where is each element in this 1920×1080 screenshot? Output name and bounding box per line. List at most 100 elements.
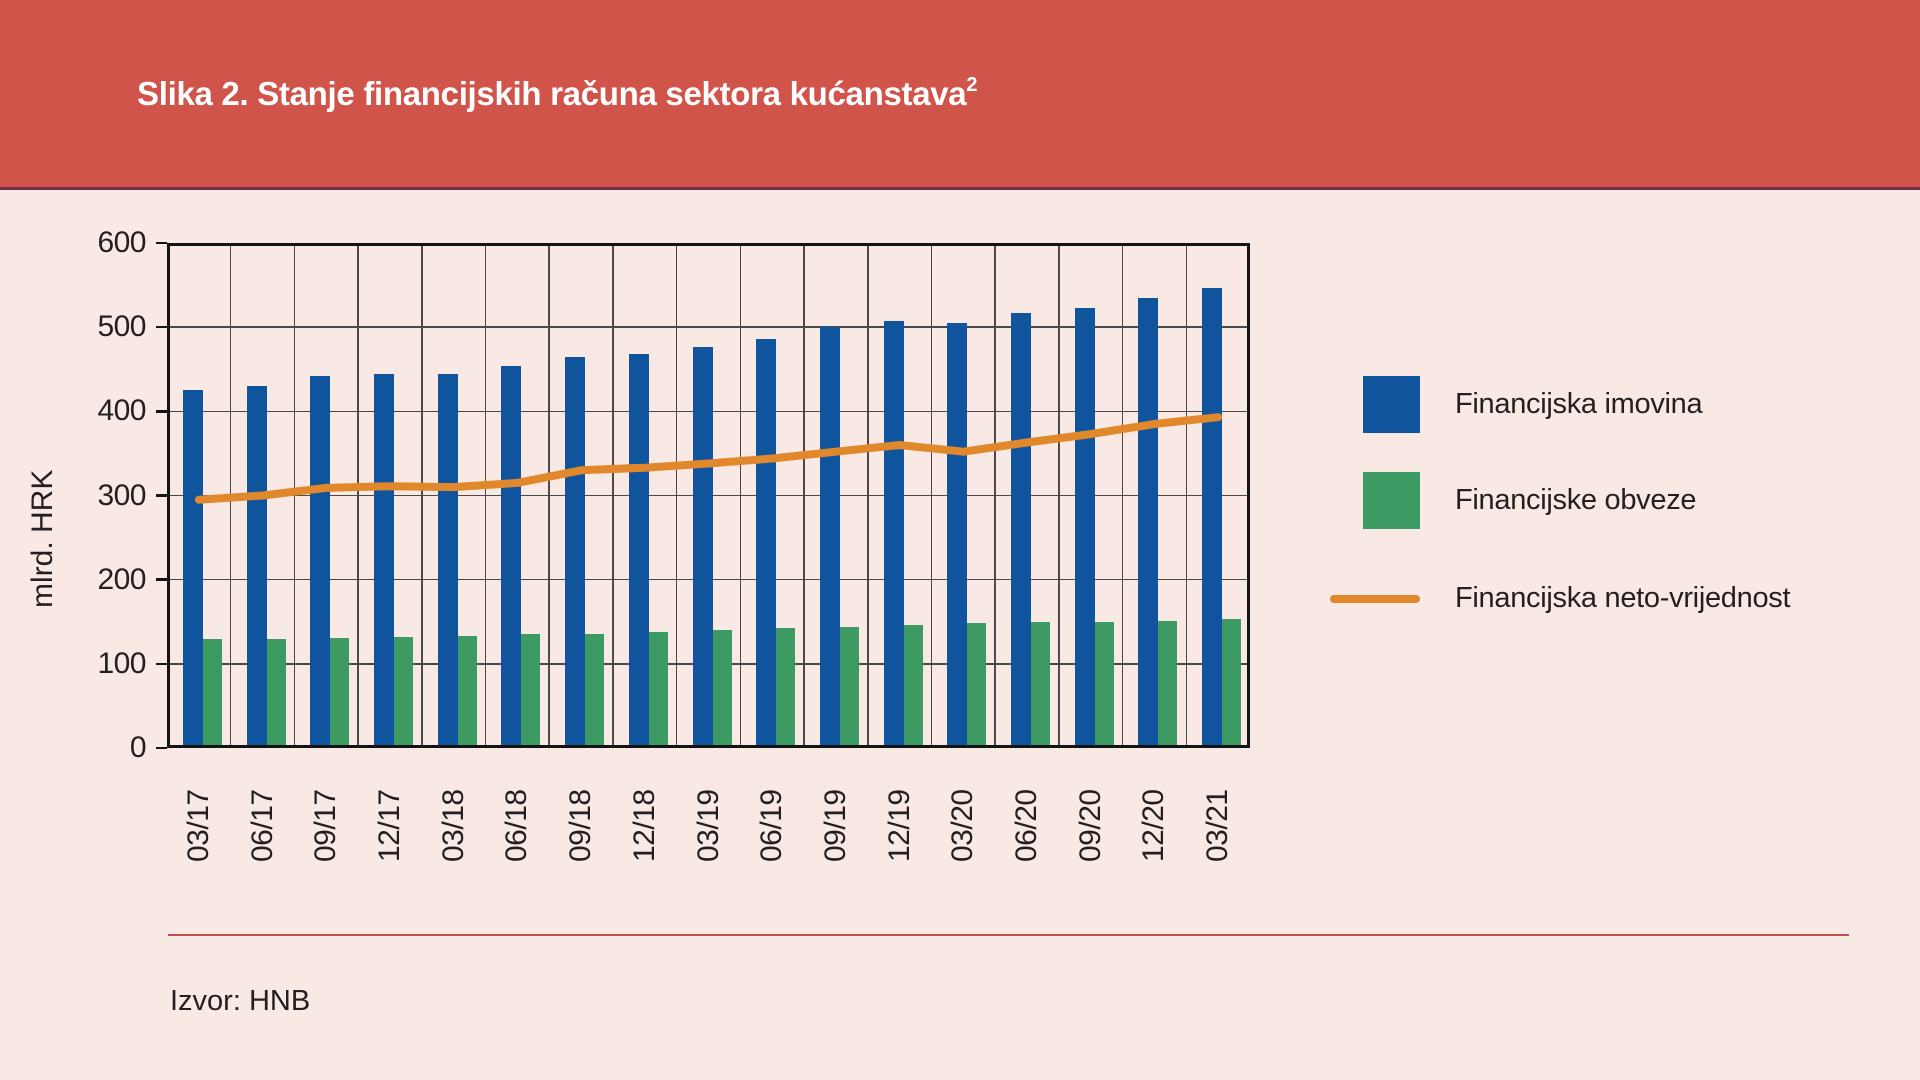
bar-financijske-obveze <box>967 623 987 748</box>
y-tick-label: 200 <box>97 562 146 596</box>
bar-financijske-obveze <box>457 636 477 748</box>
bar-financijske-obveze <box>585 633 605 748</box>
bar-financijska-imovina <box>246 386 267 748</box>
x-tick-label: 12/19 <box>882 789 916 862</box>
x-tick-label: 06/18 <box>500 789 534 862</box>
plot-frame <box>167 243 1250 748</box>
y-tick-label: 0 <box>129 731 147 764</box>
bar-financijske-obveze <box>1158 620 1178 748</box>
y-tick-mark <box>156 410 167 413</box>
bar-financijska-imovina <box>1074 307 1095 748</box>
bar-financijska-imovina <box>692 347 713 748</box>
bar-financijske-obveze <box>521 634 541 748</box>
x-tick-label: 06/19 <box>755 789 789 862</box>
y-tick-mark <box>156 494 167 497</box>
x-tick-label: 03/20 <box>946 789 980 862</box>
x-tick-label: 03/19 <box>691 789 725 862</box>
legend-label: Financijska neto-vrijednost <box>1455 582 1791 614</box>
y-tick-mark <box>156 241 167 245</box>
bar-financijska-imovina <box>756 338 777 748</box>
net-worth-line <box>194 413 1223 504</box>
net-worth-line-overlay <box>194 413 1223 504</box>
bar-financijske-obveze <box>648 631 668 748</box>
gridline-vertical <box>803 243 805 748</box>
x-tick-label: 09/19 <box>818 789 852 862</box>
bar-financijske-obveze <box>839 626 859 748</box>
x-tick-label: 03/18 <box>436 789 470 862</box>
gridline-vertical <box>1121 243 1124 748</box>
gridline-vertical <box>1185 243 1188 748</box>
bar-financijske-obveze <box>1094 621 1114 748</box>
bar-financijska-imovina <box>628 354 649 748</box>
gridline-vertical <box>612 243 614 748</box>
gridline-vertical <box>484 243 487 748</box>
gridline-vertical <box>357 243 359 748</box>
y-tick-label: 100 <box>97 646 146 680</box>
assets-legend-swatch <box>1363 376 1420 433</box>
net-worth-legend-swatch <box>1330 594 1420 603</box>
x-tick-label: 06/20 <box>1010 789 1044 862</box>
legend-item-financijska-neto-vrijednost: Financijska neto-vrijednost <box>1330 570 1890 627</box>
figure-title: Slika 2. Stanje financijskih računa sekt… <box>137 73 978 113</box>
figure-header-band: Slika 2. Stanje financijskih računa sekt… <box>0 0 1920 190</box>
bar-financijska-imovina <box>501 365 522 748</box>
bar-financijska-imovina <box>819 327 840 748</box>
x-tick-label: 03/21 <box>1201 789 1235 862</box>
bar-financijske-obveze <box>393 636 413 748</box>
gridline-vertical <box>675 243 678 748</box>
bar-financijska-imovina <box>437 374 458 748</box>
bar-financijska-imovina <box>565 356 586 748</box>
gridline-vertical <box>739 243 742 748</box>
bar-financijska-imovina <box>883 321 904 748</box>
gridline-vertical <box>548 243 550 748</box>
bar-financijske-obveze <box>776 627 796 748</box>
x-tick-label: 12/20 <box>1137 789 1171 862</box>
x-tick-label: 09/17 <box>309 789 343 862</box>
bar-financijske-obveze <box>1222 619 1242 748</box>
gridline-vertical <box>994 243 996 748</box>
legend-item-financijske-obveze: Financijske obveze <box>1330 472 1890 529</box>
y-tick-mark <box>156 578 167 581</box>
bar-financijska-imovina <box>1138 297 1159 748</box>
gridline-vertical <box>930 243 933 748</box>
bar-financijske-obveze <box>330 637 350 748</box>
legend-label: Financijska imovina <box>1455 388 1703 420</box>
bar-financijska-imovina <box>1202 287 1223 748</box>
gridline-vertical <box>867 243 869 748</box>
bar-financijska-imovina <box>947 322 968 748</box>
x-tick-label: 06/17 <box>245 789 279 862</box>
liabilities-legend-swatch <box>1363 472 1420 529</box>
y-tick-label: 600 <box>97 226 146 259</box>
x-tick-label: 12/18 <box>627 789 661 862</box>
figure-title-footnote-marker: 2 <box>966 73 978 96</box>
bar-financijska-imovina <box>373 374 394 748</box>
gridline-horizontal <box>167 326 1250 328</box>
x-tick-label: 12/17 <box>372 789 406 862</box>
x-tick-label: 03/17 <box>181 789 215 862</box>
y-axis-title: mlrd. HRK <box>26 469 59 608</box>
x-tick-label: 09/20 <box>1073 789 1107 862</box>
y-tick-mark <box>156 325 167 329</box>
bar-financijska-imovina <box>182 390 203 748</box>
y-tick-label: 300 <box>97 478 146 512</box>
bar-financijska-imovina <box>1011 312 1032 748</box>
legend-item-financijska-imovina: Financijska imovina <box>1330 376 1890 433</box>
y-tick-mark <box>156 746 167 750</box>
legend-label: Financijske obveze <box>1455 484 1697 516</box>
y-tick-label: 400 <box>97 394 146 428</box>
bar-financijske-obveze <box>266 638 286 748</box>
y-tick-label: 500 <box>97 310 146 344</box>
gridline-vertical <box>1058 243 1060 748</box>
bar-financijske-obveze <box>1031 621 1051 748</box>
figure-title-text: Slika 2. Stanje financijskih računa sekt… <box>137 74 967 112</box>
bar-financijska-imovina <box>310 375 331 748</box>
footer-divider-line <box>168 934 1849 936</box>
x-tick-label: 09/18 <box>564 789 598 862</box>
bar-financijske-obveze <box>903 625 923 748</box>
bar-financijske-obveze <box>202 638 222 748</box>
y-tick-mark <box>156 662 167 666</box>
gridline-vertical <box>421 243 423 748</box>
bar-financijske-obveze <box>712 630 732 748</box>
source-note: Izvor: HNB <box>170 985 311 1017</box>
